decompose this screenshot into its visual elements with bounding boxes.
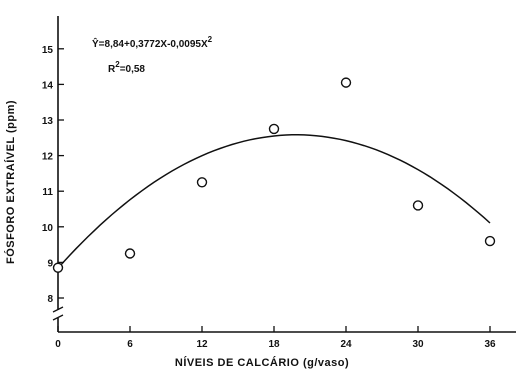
y-tick-label: 12	[42, 152, 54, 163]
data-point	[340, 77, 352, 88]
regression-curve	[57, 134, 491, 269]
y-tick-label: 15	[42, 45, 54, 56]
data-point	[124, 248, 136, 259]
data-point	[412, 200, 424, 211]
y-tick-label: 13	[42, 116, 54, 127]
x-axis-label: NÍVEIS DE CALCÁRIO (g/vaso)	[175, 356, 349, 369]
axis-break-mark	[52, 306, 64, 313]
x-tick-label: 30	[412, 339, 424, 350]
axis-break-mark	[52, 314, 64, 321]
x-tick-label: 18	[268, 339, 280, 350]
x-tick-label: 6	[127, 339, 133, 350]
y-tick-label: 11	[42, 187, 53, 198]
y-tick-label: 10	[42, 223, 54, 234]
y-tick-label: 9	[47, 258, 53, 269]
data-point	[52, 262, 64, 273]
tick-group: 0 6 12 18 24 30 36 8 9 10 11 12 13 14 15	[42, 45, 496, 350]
r-squared-label: R2=0,58	[108, 60, 145, 75]
x-tick-label: 36	[484, 339, 496, 350]
data-point	[196, 177, 208, 188]
data-point	[484, 235, 496, 247]
x-tick-label: 0	[55, 339, 61, 350]
data-points	[52, 77, 496, 273]
x-tick-label: 12	[196, 339, 208, 350]
y-axis-label: FÓSFORO EXTRAÍVEL (ppm)	[4, 100, 17, 264]
equation-label: Ŷ=8,84+0,3772X-0,0095X2	[92, 35, 213, 50]
y-tick-label: 8	[47, 294, 53, 305]
y-tick-label: 14	[42, 80, 54, 91]
x-tick-label: 24	[340, 339, 352, 350]
data-point	[268, 123, 280, 135]
